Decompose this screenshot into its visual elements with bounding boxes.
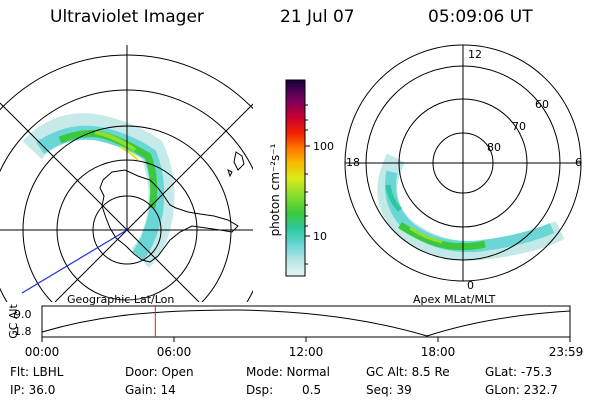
altitude-xtick-0000: 00:00: [24, 345, 60, 359]
info-dsp-value: 0.5: [302, 383, 322, 397]
altitude-curve: [41, 309, 571, 337]
altitude-xtick-1800: 18:00: [420, 345, 456, 359]
altitude-ytick-low: 1.8: [14, 325, 32, 338]
info-door: Door: Open: [125, 365, 194, 379]
info-gc-altitude: GC Alt: 8.5 Re: [366, 365, 450, 379]
info-geo-longitude: GLon: 232.7: [485, 383, 558, 397]
aurora-emission-magnetic: [377, 153, 565, 261]
geographic-map-caption: Geographic Lat/Lon: [67, 293, 175, 306]
altitude-xtick-0600: 06:00: [156, 345, 192, 359]
info-gain: Gain: 14: [125, 383, 176, 397]
altitude-ytick-high: 9.0: [14, 308, 32, 321]
observation-date: 21 Jul 07: [280, 7, 355, 27]
info-dsp-label: Dsp:: [246, 383, 274, 397]
info-sequence: Seq: 39: [366, 383, 412, 397]
mlt-label-0: 0: [467, 279, 474, 292]
sun-direction-line: [21, 229, 128, 294]
mlat-label-70: 70: [512, 120, 526, 133]
altitude-xtick-1200: 12:00: [288, 345, 324, 359]
info-filter: Flt: LBHL: [10, 365, 64, 379]
mlt-label-6: 6: [575, 156, 582, 169]
magnetic-map-caption: Apex MLat/MLT: [413, 293, 496, 306]
colorbar-tick-100: 100: [313, 140, 334, 153]
longitude-lines: [0, 45, 253, 302]
observation-time: 05:09:06 UT: [428, 7, 533, 27]
info-ip: IP: 36.0: [10, 383, 56, 397]
antarctica-coastline: [99, 169, 239, 263]
mlat-label-80: 80: [487, 141, 501, 154]
colorbar-tick-10: 10: [313, 230, 327, 243]
info-mode: Mode: Normal: [246, 365, 330, 379]
altitude-xtick-2359: 23:59: [548, 345, 584, 359]
info-geo-latitude: GLat: -75.3: [485, 365, 552, 379]
mlt-label-18: 18: [346, 156, 360, 169]
colorbar-ticks: [305, 104, 310, 265]
instrument-title: Ultraviolet Imager: [50, 7, 204, 27]
mlat-label-60: 60: [535, 98, 549, 111]
altitude-axis-ticks: [41, 337, 571, 342]
mlt-label-12: 12: [468, 48, 482, 61]
